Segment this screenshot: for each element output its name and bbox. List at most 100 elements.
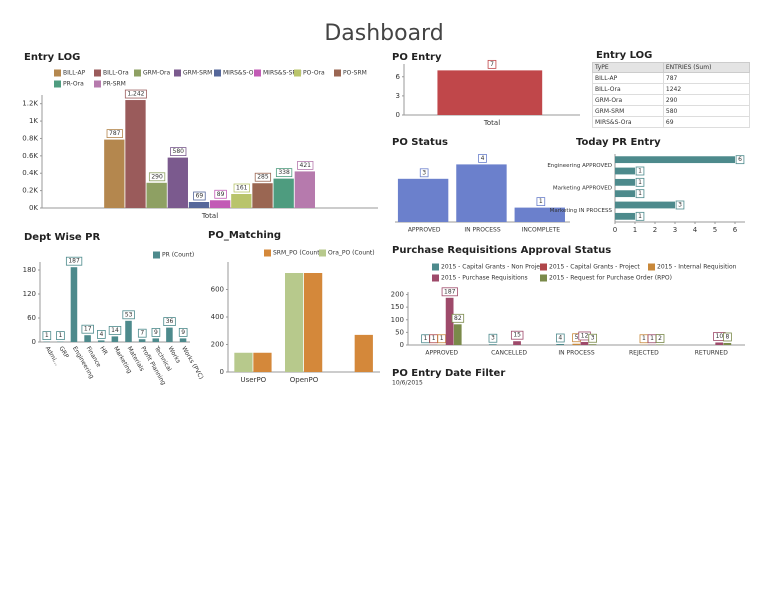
legend-label: BILL-AP [63,70,86,77]
data-label-box [233,183,250,193]
bar [488,344,497,345]
chart-title: Dept Wise PR [24,232,101,243]
x-tick-label: Total [201,212,218,220]
x-tick-label: Total [483,119,500,127]
bar [70,267,78,342]
bar [514,207,565,222]
data-label-box [735,155,745,165]
data-label: 3 [591,335,595,342]
legend-swatch [432,274,439,282]
bar [167,157,188,208]
data-label: 1,242 [127,91,144,98]
table-cell: GRM-Ora [592,94,664,106]
bar [513,341,521,345]
x-tick-label: UserPO [240,376,266,384]
filter-date: 10/6/2015 [392,380,423,387]
y-tick-label: 0 [400,341,404,349]
legend-swatch [94,80,101,88]
data-label-box [536,197,546,207]
data-label: 1 [638,168,642,175]
legend-label: SRM_PO (Count) [273,250,322,257]
entry-log-table: TyPE ENTRIES (Sum) BILL-AP 787 BILL-Ora 1242 G… [592,62,751,128]
x-tick-label: 3 [673,226,677,234]
data-label-box [635,177,645,187]
y-tick-label: 200 [391,291,404,299]
data-label-box [108,325,122,335]
data-label: 1 [638,179,642,186]
bar [166,327,173,342]
x-tick-label: CANCELLED [491,350,527,357]
bar [615,178,635,186]
data-label: 6 [738,156,742,163]
column-header: TyPE [592,62,664,73]
data-label: 4 [481,155,485,162]
data-label: 4 [558,334,562,341]
bar [615,201,675,209]
data-label: 89 [217,191,225,198]
bar [556,343,565,345]
data-label-box [170,147,187,156]
data-label: 1 [642,335,646,342]
chart-title: PO_Matching [208,230,281,241]
data-label: 7 [140,330,144,337]
legend-label: MIRS&S-SRM [263,70,302,77]
legend-label: 2015 - Capital Grants - Non Project [441,264,546,271]
data-label-box [510,330,524,340]
bar [456,164,507,222]
data-label-box [723,332,732,342]
data-label-box [451,313,465,323]
y-tick-label: 180 [23,266,36,274]
data-label-box [178,327,188,337]
bar [580,341,589,345]
legend-swatch [54,80,61,88]
data-label-box [97,329,106,339]
legend-swatch [294,69,301,77]
data-label-box [151,327,161,337]
table-cell: BILL-AP [592,72,664,84]
bar [615,156,735,164]
table-row: GRM-SRM 580 [592,105,751,117]
data-label-box [124,89,147,99]
bar [715,342,724,345]
table-row: BILL-AP 787 [592,72,751,84]
table-row: BILL-Ora 1242 [592,83,751,95]
data-label: 1 [59,332,63,339]
x-tick-label: OpenPO [290,376,319,384]
data-label-box [254,172,272,182]
bar [146,182,167,208]
table-cell: 787 [662,72,751,84]
legend-label: 2015 - Internal Requisition [657,264,737,271]
table-cell: 1242 [662,83,751,95]
legend-swatch [540,263,547,271]
data-label: 9 [154,329,158,336]
table-cell: MIRS&S-Ora [592,116,664,128]
data-label: 1 [440,335,444,342]
legend-swatch [432,263,439,271]
data-label-box [214,189,227,199]
data-label: 9 [181,329,185,336]
legend-label: GRM-Ora [143,70,171,77]
data-label-box [635,211,645,221]
bar [125,100,146,208]
data-label-box [148,172,166,182]
data-label: 8 [726,333,730,340]
chart-title: PO Entry [392,52,442,63]
table-cell: GRM-SRM [592,105,664,117]
bar [294,171,315,208]
data-label: 3 [422,169,426,176]
chart-title: PO Status [392,137,448,148]
legend-swatch [153,251,160,259]
table-cell: BILL-Ora [592,83,664,95]
data-label-box [297,161,314,170]
filter-title: PO Entry Date Filter [392,368,505,379]
legend-label: PO-SRM [343,70,367,77]
data-label: 17 [84,326,92,333]
bar [615,190,635,198]
table-row: GRM-Ora 290 [592,94,751,106]
bar [179,338,187,342]
legend-swatch [254,69,261,77]
x-tick-label: Works (PVC) [180,345,204,380]
legend-label: 2015 - Request for Purchase Order (RPO) [549,275,672,282]
bar [253,352,272,372]
